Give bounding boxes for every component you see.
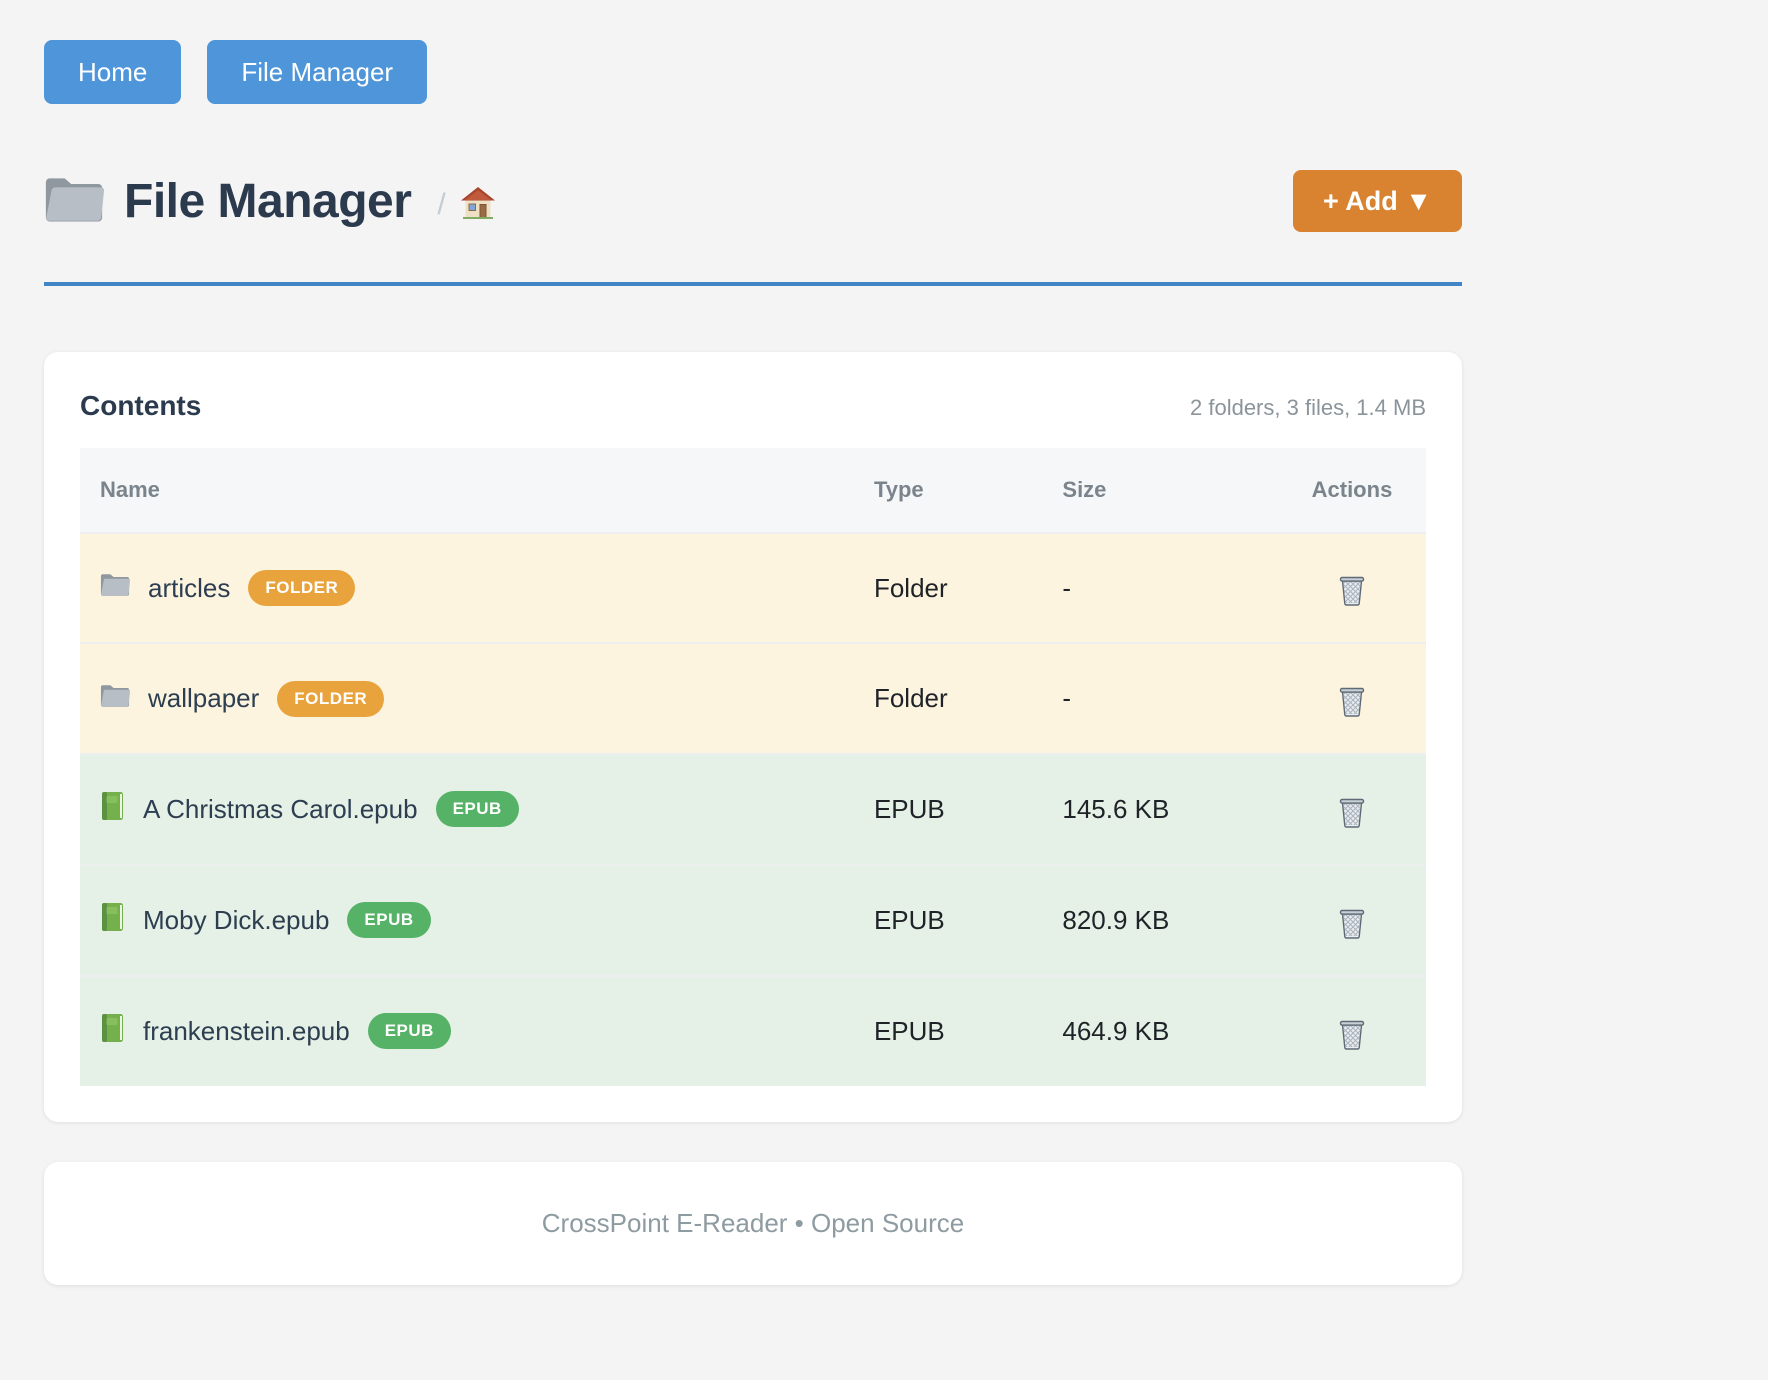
file-type: EPUB: [853, 752, 1043, 865]
book-icon: [100, 902, 125, 939]
file-size: 820.9 KB: [1042, 863, 1278, 976]
trash-icon: [1338, 796, 1366, 828]
file-name[interactable]: articles: [148, 572, 231, 603]
file-manager-button[interactable]: File Manager: [207, 40, 428, 104]
delete-button[interactable]: [1338, 685, 1366, 717]
book-icon: [100, 791, 125, 828]
add-button[interactable]: + Add ▼: [1293, 170, 1462, 232]
house-icon[interactable]: [460, 186, 496, 225]
file-type: EPUB: [853, 863, 1043, 976]
file-size: -: [1042, 531, 1278, 644]
type-badge: FOLDER: [277, 680, 385, 717]
trash-icon: [1338, 685, 1366, 717]
contents-table-body: articles FOLDER Folder -: [80, 531, 1426, 1086]
type-badge: EPUB: [347, 902, 431, 939]
file-size: -: [1042, 642, 1278, 754]
contents-heading: Contents: [80, 390, 202, 421]
footer-text: CrossPoint E-Reader • Open Source: [541, 1207, 965, 1238]
delete-button[interactable]: [1338, 574, 1366, 607]
delete-button[interactable]: [1338, 796, 1366, 828]
table-row: frankenstein.epub EPUB EPUB 464.9 KB: [80, 974, 1426, 1086]
file-name[interactable]: frankenstein.epub: [143, 1015, 350, 1046]
contents-card: Contents 2 folders, 3 files, 1.4 MB Name…: [44, 352, 1462, 1122]
folder-icon: [44, 174, 105, 229]
table-row: articles FOLDER Folder -: [80, 531, 1426, 644]
trash-icon: [1338, 907, 1366, 939]
file-type: Folder: [853, 531, 1043, 644]
home-button[interactable]: Home: [44, 40, 182, 104]
page-header: File Manager / + Add ▼: [44, 170, 1462, 232]
column-header-size: Size: [1042, 448, 1278, 533]
file-type: Folder: [853, 642, 1043, 754]
file-size: 145.6 KB: [1042, 752, 1278, 865]
contents-card-header: Contents 2 folders, 3 files, 1.4 MB: [80, 390, 1426, 422]
column-header-type: Type: [853, 448, 1043, 533]
top-nav: Home File Manager: [44, 0, 1462, 104]
column-header-actions: Actions: [1277, 448, 1426, 533]
delete-button[interactable]: [1338, 907, 1366, 939]
file-name[interactable]: wallpaper: [148, 683, 260, 714]
delete-button[interactable]: [1338, 1018, 1366, 1050]
file-type: EPUB: [853, 974, 1043, 1086]
table-row: Moby Dick.epub EPUB EPUB 820.9 KB: [80, 863, 1426, 976]
file-size: 464.9 KB: [1042, 974, 1278, 1086]
footer: CrossPoint E-Reader • Open Source: [44, 1161, 1462, 1285]
type-badge: FOLDER: [248, 570, 356, 607]
trash-icon: [1338, 574, 1366, 607]
type-badge: EPUB: [435, 791, 519, 828]
book-icon: [100, 1013, 125, 1050]
folder-icon: [100, 572, 131, 604]
breadcrumb-separator: /: [437, 188, 446, 221]
file-name[interactable]: A Christmas Carol.epub: [143, 793, 418, 824]
type-badge: EPUB: [367, 1013, 451, 1050]
files-table-header: Name Type Size Actions: [80, 448, 1426, 533]
contents-summary: 2 folders, 3 files, 1.4 MB: [1190, 395, 1426, 420]
page-title: File Manager: [124, 174, 412, 228]
column-header-name: Name: [80, 448, 854, 533]
table-row: wallpaper FOLDER Folder -: [80, 642, 1426, 754]
folder-icon: [100, 683, 131, 715]
table-row: A Christmas Carol.epub EPUB EPUB 145.6 K…: [80, 752, 1426, 865]
file-name[interactable]: Moby Dick.epub: [143, 904, 330, 935]
files-table: Name Type Size Actions: [80, 448, 1426, 1086]
trash-icon: [1338, 1018, 1366, 1050]
page: Home File Manager File Manager / + Add ▼: [44, 0, 1462, 1285]
title-underline: [44, 282, 1462, 286]
